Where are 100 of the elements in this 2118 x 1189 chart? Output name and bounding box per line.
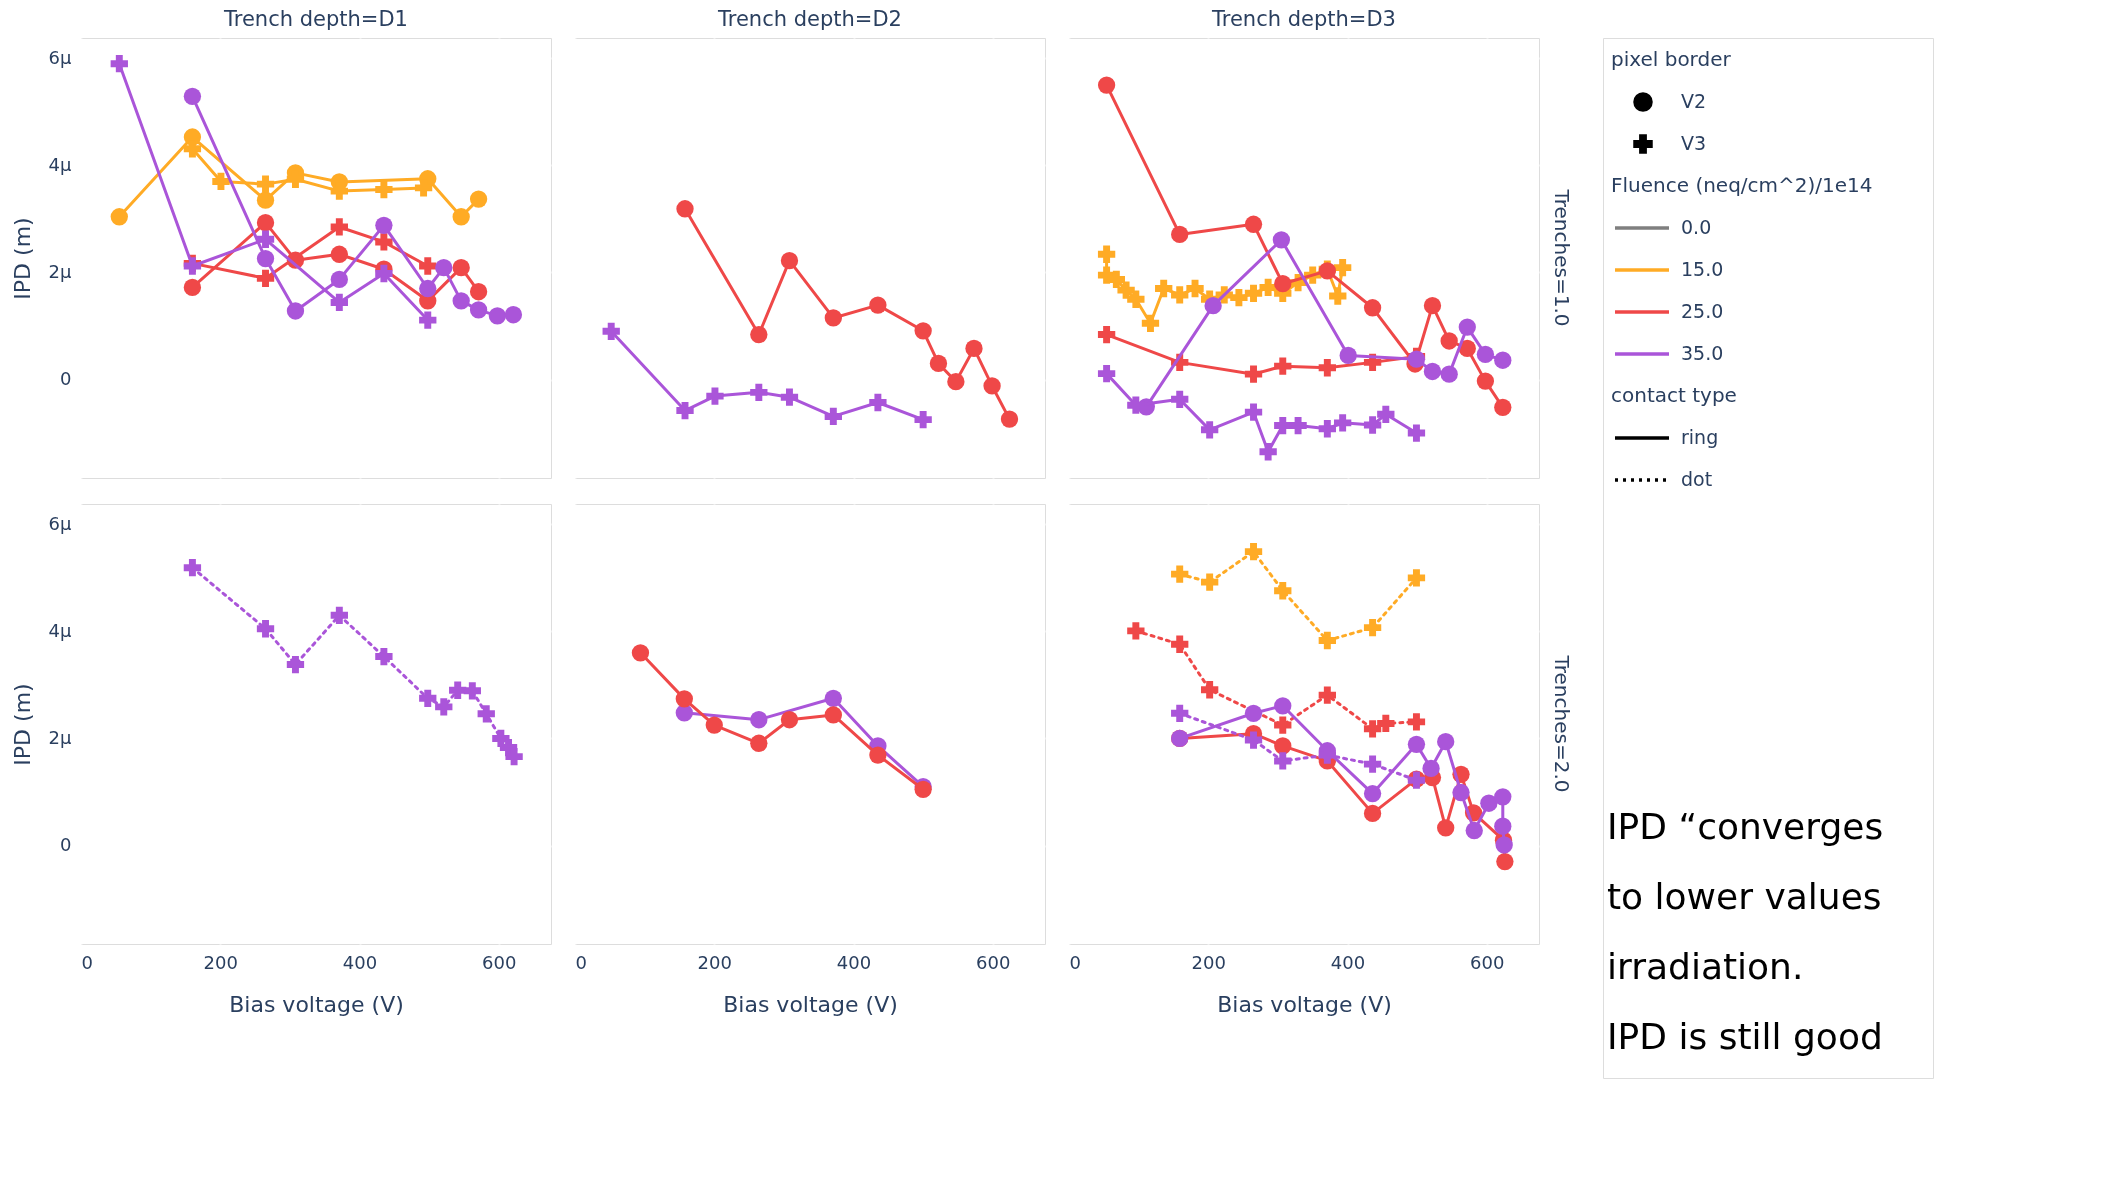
point	[1476, 345, 1495, 363]
chart-title: Trench depth=D3	[1211, 7, 1396, 31]
text: Trenches=1.0	[1550, 188, 1574, 327]
point	[375, 233, 393, 251]
point	[1458, 339, 1476, 358]
point	[1230, 288, 1248, 307]
point	[1097, 245, 1116, 263]
point	[1329, 287, 1347, 305]
point	[419, 279, 437, 298]
point	[1117, 281, 1135, 299]
point	[1318, 420, 1336, 438]
legend-label: 25.0	[1681, 300, 1724, 322]
point	[452, 258, 470, 277]
point	[676, 401, 694, 420]
text: pixel border	[1611, 47, 1732, 71]
point	[1440, 332, 1458, 350]
point	[504, 306, 523, 324]
chart-title: Trench depth=D2	[717, 7, 902, 31]
point	[1494, 351, 1512, 369]
point	[256, 230, 275, 248]
point	[1363, 299, 1382, 317]
text: Trenches=2.0	[1550, 654, 1574, 793]
point	[929, 354, 948, 373]
y-axis-title: IPD (m)	[9, 683, 35, 766]
point	[469, 190, 488, 208]
x-tick-label: 400	[1330, 951, 1366, 973]
text: IPD “converges	[1607, 806, 1884, 847]
legend-label: 0.0	[1681, 216, 1712, 238]
point	[1244, 215, 1263, 233]
legend-label: 15.0	[1681, 258, 1724, 280]
point	[1274, 357, 1292, 375]
legend-label: V2	[1681, 90, 1707, 112]
point	[286, 302, 305, 320]
chart-title: Trench depth=D1	[223, 7, 408, 31]
x-axis-title: Bias voltage (V)	[1217, 991, 1392, 1017]
point	[1141, 314, 1160, 332]
point	[375, 264, 393, 283]
point	[375, 180, 393, 199]
legend-label: 35.0	[1681, 342, 1724, 364]
point	[469, 283, 488, 301]
x-tick-label: 200	[203, 951, 238, 973]
x-axis-title: Bias voltage (V)	[229, 991, 404, 1017]
point	[1423, 297, 1442, 315]
point	[1363, 416, 1382, 434]
x-tick-label: 200	[697, 951, 732, 973]
point	[1244, 403, 1263, 421]
x-tick-label: 200	[1191, 951, 1226, 973]
point	[375, 216, 393, 234]
y-tick-label: 6μ	[48, 512, 73, 534]
point	[256, 269, 275, 287]
point	[1244, 365, 1263, 383]
point	[330, 218, 348, 236]
point	[1339, 346, 1357, 365]
x-axis-title: Bias voltage (V)	[723, 991, 898, 1017]
text: IPD is still good	[1607, 1016, 1883, 1057]
point	[452, 208, 470, 226]
point	[1274, 275, 1292, 293]
point	[183, 87, 202, 105]
y-tick-label: 0	[60, 368, 72, 390]
x-tick-label: 400	[836, 951, 872, 973]
point	[256, 191, 275, 209]
y-tick-label: 0	[60, 834, 72, 856]
point	[1155, 279, 1173, 298]
point	[488, 307, 507, 325]
point	[256, 249, 275, 268]
point	[1097, 325, 1116, 344]
legend-label: dot	[1681, 468, 1713, 490]
y-tick-label: 4μ	[48, 619, 73, 641]
x-tick-label: 600	[1470, 951, 1505, 973]
point	[1494, 398, 1512, 416]
point	[1458, 318, 1476, 336]
point	[676, 200, 694, 218]
x-tick-label: 0	[81, 951, 93, 973]
point	[1476, 372, 1495, 390]
point	[1333, 414, 1352, 432]
point	[1097, 364, 1116, 383]
point	[1333, 258, 1352, 277]
point	[965, 339, 983, 358]
text: Fluence (neq/cm^2)/1e14	[1611, 173, 1873, 197]
point	[983, 377, 1001, 395]
point	[1272, 231, 1291, 249]
point	[1259, 443, 1277, 461]
x-tick-label: 400	[342, 951, 378, 973]
point	[602, 322, 620, 340]
legend-label: ring	[1681, 426, 1719, 448]
point	[1318, 359, 1336, 377]
point	[869, 296, 887, 314]
point	[1377, 405, 1395, 423]
y-tick-label: 4μ	[48, 153, 73, 175]
y-tick-label: 2μ	[48, 260, 73, 282]
point	[1097, 76, 1116, 94]
point	[1186, 279, 1204, 298]
text: irradiation.	[1607, 946, 1804, 987]
point	[183, 278, 202, 297]
point	[419, 311, 437, 329]
point	[110, 208, 128, 226]
point	[1127, 290, 1145, 308]
x-tick-label: 0	[1069, 951, 1081, 973]
point	[824, 309, 842, 327]
point	[212, 172, 230, 191]
